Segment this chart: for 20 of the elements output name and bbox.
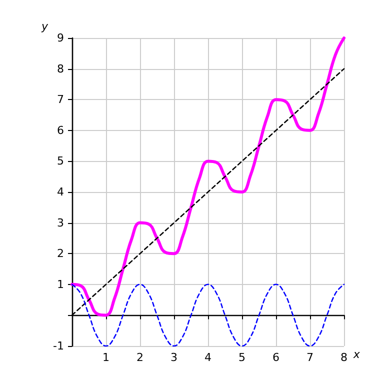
y-axis-title: y: [40, 20, 48, 33]
y-tick-label: 7: [57, 93, 64, 106]
x-tick-label: 3: [170, 351, 178, 364]
y-tick-label: 1: [57, 278, 64, 291]
y-tick-label: 5: [57, 154, 64, 168]
y-tick-label: -1: [53, 340, 64, 352]
x-tick-label: 7: [306, 351, 314, 364]
y-tick-label: 4: [57, 186, 64, 198]
y-tick-label: 6: [57, 124, 64, 137]
x-axis-title: x: [352, 348, 360, 362]
y-tick-label: 2: [57, 247, 64, 260]
x-tick-label: 6: [272, 351, 280, 364]
y-tick-label: 3: [57, 216, 64, 230]
x-tick-label: 8: [340, 351, 348, 364]
y-tick-label: 9: [57, 32, 64, 44]
y-tick-label: 8: [57, 62, 64, 76]
x-tick-label: 4: [204, 351, 212, 364]
x-tick-label: 5: [238, 351, 246, 364]
x-tick-label: 1: [102, 351, 110, 364]
x-tick-label: 2: [136, 351, 144, 364]
